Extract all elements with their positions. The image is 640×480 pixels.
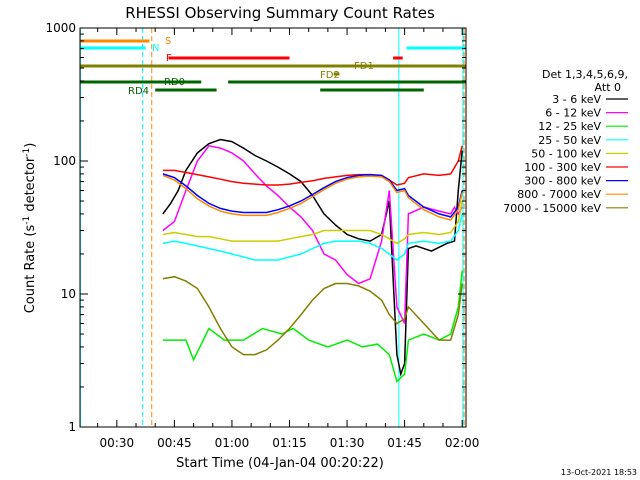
- plot-frame: [79, 27, 467, 428]
- y-tick-label-2: 100: [53, 154, 76, 168]
- series-line-4: [162, 200, 463, 245]
- x-tick-label-0: 00:30: [100, 436, 135, 450]
- legend-label-2: 12 - 25 keV: [538, 120, 601, 133]
- series-lines: [162, 138, 463, 383]
- x-axis-label: Start Time (04-Jan-04 00:20:22): [176, 456, 384, 471]
- legend-label-7: 800 - 7000 keV: [517, 188, 601, 201]
- state-label-n: N: [152, 43, 159, 54]
- x-tick-label-3: 01:15: [272, 436, 307, 450]
- x-tick-label-6: 02:00: [445, 436, 480, 450]
- state-label-f: F: [166, 53, 172, 64]
- y-tick-label-1: 10: [61, 287, 76, 301]
- x-tick-label-1: 00:45: [157, 436, 192, 450]
- legend-label-4: 50 - 100 keV: [531, 147, 601, 160]
- legend-header-1: Att 0: [595, 81, 621, 94]
- series-line-5: [162, 145, 463, 186]
- series-line-6: [162, 173, 463, 218]
- chart-title: RHESSI Observing Summary Count Rates: [125, 4, 435, 22]
- state-label-fd2: FD2: [320, 70, 340, 81]
- state-label-fd1: FD1: [354, 61, 374, 72]
- legend-label-5: 100 - 300 keV: [524, 161, 601, 174]
- legend-label-1: 6 - 12 keV: [545, 107, 601, 120]
- state-label-rd0: RD0: [164, 77, 185, 88]
- series-line-8: [162, 275, 463, 356]
- y-tick-label-0: 1: [68, 420, 76, 434]
- legend-label-6: 300 - 800 keV: [524, 175, 601, 188]
- legend-label-8: 7000 - 15000 keV: [503, 202, 601, 215]
- legend-header-0: Det 1,3,4,5,6,9,: [542, 68, 628, 81]
- axes: 00:30 00:45 01:00 01:15 01:30 01:45 02:00 1 10 10…: [45, 21, 479, 450]
- footer-timestamp: 13-Oct-2021 18:53: [561, 468, 637, 477]
- x-tick-label-2: 01:00: [215, 436, 250, 450]
- legend-label-3: 25 - 50 keV: [538, 134, 601, 147]
- series-line-3: [162, 213, 463, 261]
- y-axis-label: Count Rate (s-1 detector-1): [22, 143, 38, 314]
- state-label-s: S: [165, 36, 171, 47]
- y-tick-label-3: 1000: [45, 21, 76, 35]
- state-bars: SNF FD1 FD2 RD0 RD4: [80, 36, 466, 97]
- series-line-7: [162, 174, 463, 221]
- series-line-0: [162, 138, 463, 377]
- x-tick-label-4: 01:30: [330, 436, 365, 450]
- x-tick-label-5: 01:45: [387, 436, 422, 450]
- state-label-rd4: RD4: [128, 86, 149, 97]
- series-line-2: [162, 270, 463, 383]
- legend-label-0: 3 - 6 keV: [552, 93, 601, 106]
